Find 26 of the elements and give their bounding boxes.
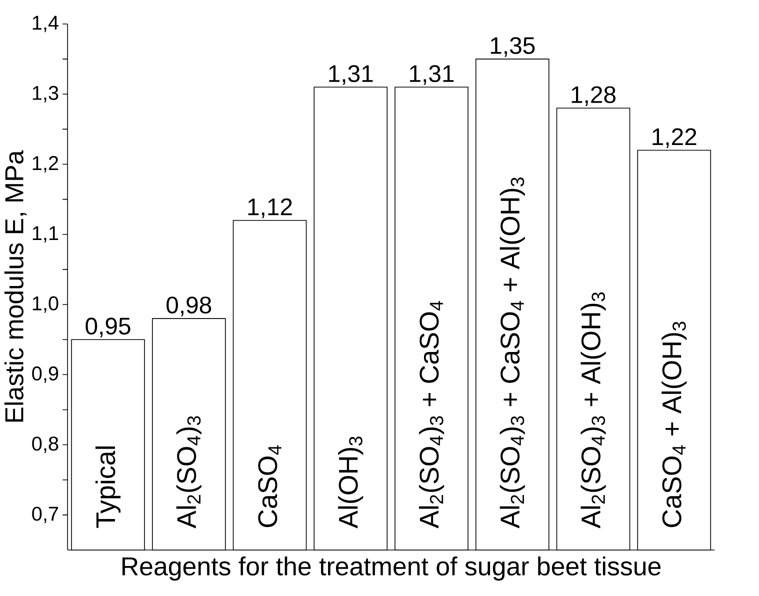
- y-tick-label: 1,0: [32, 296, 58, 313]
- x-tick-label: CaSO$_{4}$ + Al(OH)$_{3}$: [662, 322, 687, 528]
- data-label: 1,31: [410, 65, 454, 85]
- data-label: 0,95: [86, 318, 130, 338]
- y-tick-label: 0,9: [32, 366, 58, 383]
- data-label: 1,28: [572, 86, 616, 106]
- x-tick-label: Al(OH)$_{3}$: [338, 436, 364, 528]
- data-label: 1,22: [652, 128, 696, 148]
- x-tick-label: Typical: [95, 446, 121, 528]
- y-tick-label: 1,4: [32, 16, 58, 32]
- x-tick-label: Al$_{2}$(SO$_{4}$)$_{3}$: [176, 416, 202, 528]
- x-tick-label: Al$_{2}$(SO$_{4}$)$_{3}$ + CaSO$_{4}$: [418, 301, 444, 528]
- data-label: 1,31: [329, 65, 373, 85]
- x-tick-label: Al$_{2}$(SO$_{4}$)$_{3}$ + Al(OH)$_{3}$: [580, 292, 606, 528]
- y-tick-label: 1,1: [32, 226, 58, 243]
- y-tick-label: 0,7: [32, 506, 58, 524]
- data-label: 1,35: [490, 37, 535, 57]
- x-tick-label: CaSO$_{4}$: [258, 445, 282, 528]
- y-tick-label: 1,3: [32, 86, 58, 102]
- y-tick-label: 0,8: [32, 436, 58, 454]
- x-axis-title: Reagents for the treatment of sugar beet tissue: [122, 556, 661, 581]
- y-axis-title: Elastic modulus E, MPa: [4, 150, 27, 422]
- data-label: 0,98: [166, 296, 212, 316]
- data-label: 1,12: [248, 198, 292, 218]
- category-label: Al$_{2}$(SO$_{4}$)$_{3}$ + CaSO$_{4}$ + Al(OH)$_{3}$: [500, 178, 525, 528]
- y-tick-label: 1,2: [32, 156, 58, 172]
